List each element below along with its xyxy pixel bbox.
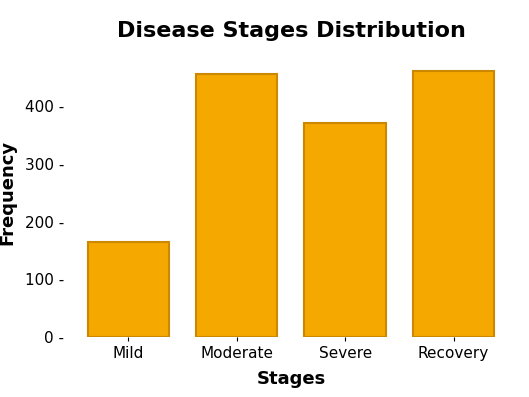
X-axis label: Stages: Stages bbox=[257, 370, 325, 388]
Title: Disease Stages Distribution: Disease Stages Distribution bbox=[116, 21, 466, 40]
Bar bbox=[413, 71, 494, 337]
Bar bbox=[305, 123, 386, 337]
Y-axis label: Frequency: Frequency bbox=[0, 140, 16, 245]
Bar bbox=[196, 74, 277, 337]
Bar bbox=[88, 242, 169, 337]
